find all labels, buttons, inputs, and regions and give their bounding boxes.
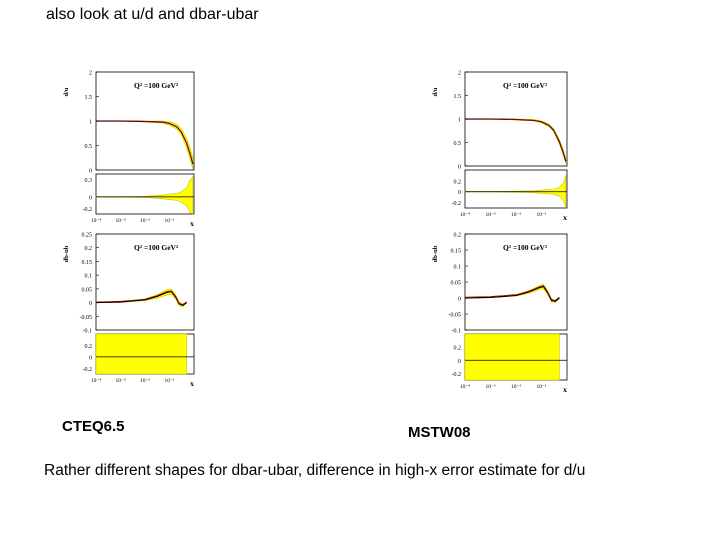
x-tick-label: 10⁻¹	[536, 212, 546, 218]
x-tick-label: x	[190, 379, 194, 388]
slide-caption: Rather different shapes for dbar-ubar, d…	[44, 462, 586, 479]
y-tick-label: 0	[458, 297, 461, 303]
x-tick-label: x	[563, 385, 567, 394]
y-tick-label: 0.2	[85, 246, 93, 252]
x-tick-label: 10⁻⁴	[460, 384, 470, 390]
x-tick-label: 10⁻⁴	[460, 212, 470, 218]
x-tick-label: 10⁻²	[140, 378, 150, 384]
x-tick-label: 10⁻¹	[164, 378, 174, 384]
y-tick-label: 0.2	[454, 233, 462, 239]
x-tick-label: 10⁻²	[511, 212, 521, 218]
y-tick-label: 2	[458, 71, 461, 77]
ratio-tick-label: 0.2	[454, 179, 462, 185]
x-tick-label: 10⁻²	[511, 384, 521, 390]
ratio-tick-label: -0.2	[83, 207, 93, 213]
y-tick-label: 2	[89, 71, 92, 77]
alt-curve	[465, 118, 567, 162]
ratio-tick-label: 0	[458, 359, 461, 365]
y-tick-label: 0.05	[451, 281, 462, 287]
plot-mstw-du: 0 0.5 1 1.5 2 d/u Q² =100 GeV² -0.2 0 0.2 10⁻⁴ 10⁻³…	[432, 71, 568, 222]
y-tick-label: -0.1	[452, 329, 462, 335]
y-tick-label: 0.5	[85, 144, 93, 150]
x-tick-label: x	[563, 213, 567, 222]
y-axis-label: d/u	[432, 87, 439, 96]
x-tick-label: 10⁻⁴	[91, 378, 101, 384]
plot-mstw-dbub: -0.1 -0.05 0 0.05 0.1 0.15 0.2 db-ub Q² =100 GeV…	[432, 233, 568, 394]
y-tick-label: 0.15	[82, 260, 93, 266]
ratio-band	[95, 176, 194, 215]
ratio-frame	[464, 169, 568, 209]
right-panel-label: MSTW08	[408, 424, 471, 441]
ratio-band	[464, 175, 567, 208]
ratio-tick-label: 0.2	[454, 346, 462, 352]
q2-annotation: Q² =100 GeV²	[503, 243, 548, 252]
y-tick-label: 0.1	[85, 274, 93, 280]
q2-annotation: Q² =100 GeV²	[503, 81, 548, 90]
y-tick-label: 1.5	[454, 94, 462, 100]
plot-cteq-du: 0 0.5 1 1.5 2 d/u Q² =100 GeV² -0.2 0 0.3 10⁻⁴ 10⁻³…	[63, 71, 195, 228]
y-tick-label: 1	[89, 120, 92, 126]
y-tick-label: 0.5	[454, 141, 462, 147]
central-curve	[464, 285, 560, 302]
main-frame	[95, 233, 195, 331]
central-curve	[95, 290, 187, 306]
y-tick-label: 0	[89, 301, 92, 307]
y-tick-label: 0.15	[451, 249, 462, 255]
x-tick-label: 10⁻³	[485, 212, 495, 218]
ratio-tick-label: 0.3	[85, 178, 93, 184]
y-tick-label: 0	[458, 165, 461, 171]
error-band	[95, 288, 187, 308]
y-axis-label: d/u	[63, 87, 70, 96]
left-panel-label: CTEQ6.5	[62, 418, 125, 435]
slide-title: also look at u/d and dbar-ubar	[46, 6, 259, 23]
x-tick-label: 10⁻¹	[536, 384, 546, 390]
ratio-tick-label: 0	[458, 190, 461, 196]
y-axis-label: db-ub	[63, 245, 70, 262]
y-tick-label: 1	[458, 118, 461, 124]
q2-annotation: Q² =100 GeV²	[134, 81, 179, 90]
x-tick-label: 10⁻³	[485, 384, 495, 390]
ratio-frame	[95, 173, 195, 215]
ratio-band	[464, 333, 560, 381]
y-tick-label: -0.05	[449, 313, 462, 319]
x-tick-label: 10⁻²	[140, 218, 150, 224]
ratio-tick-label: -0.2	[83, 367, 93, 373]
y-tick-label: 0.25	[82, 233, 93, 239]
y-axis-label: db-ub	[432, 245, 439, 262]
x-tick-label: 10⁻³	[115, 218, 125, 224]
error-band	[465, 118, 567, 164]
y-tick-label: 0.1	[454, 265, 462, 271]
y-tick-label: 0	[89, 169, 92, 175]
ratio-tick-label: -0.2	[452, 372, 462, 378]
x-tick-label: 10⁻¹	[164, 218, 174, 224]
y-tick-label: -0.05	[80, 315, 93, 321]
x-tick-label: 10⁻³	[115, 378, 125, 384]
ratio-tick-label: 0	[89, 355, 92, 361]
ratio-tick-label: -0.2	[452, 201, 462, 207]
ratio-band	[95, 333, 187, 375]
x-tick-label: x	[190, 219, 194, 228]
alt-curve	[464, 285, 560, 301]
error-band	[464, 283, 560, 303]
y-tick-label: 1.5	[85, 95, 93, 101]
q2-annotation: Q² =100 GeV²	[134, 243, 179, 252]
y-tick-label: -0.1	[83, 329, 93, 335]
ratio-tick-label: 0.2	[85, 344, 93, 350]
ratio-tick-label: 0	[89, 195, 92, 201]
alt-curve	[95, 290, 187, 305]
x-tick-label: 10⁻⁴	[91, 218, 101, 224]
y-tick-label: 0.05	[82, 287, 93, 293]
plot-cteq-dbub: -0.1 -0.05 0 0.05 0.1 0.15 0.2 0.25 db-ub Q² =100…	[63, 233, 195, 388]
alt-curve	[96, 120, 194, 165]
